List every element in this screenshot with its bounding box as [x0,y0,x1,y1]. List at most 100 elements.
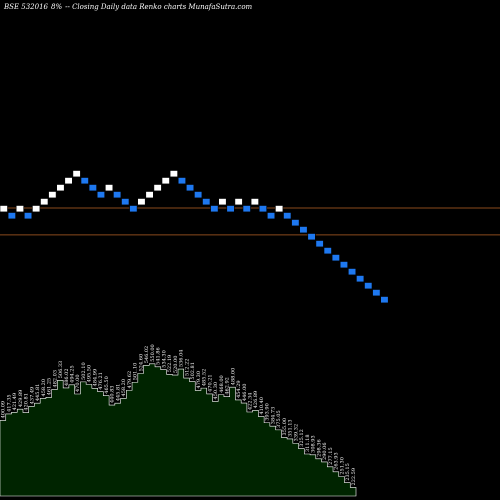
value-label-24: 524.60 [138,354,144,372]
volume-profile [0,363,357,497]
value-label-43: 422.34 [247,393,253,411]
value-label-37: 450.30 [213,382,219,400]
brick-34 [275,205,284,213]
value-label-35: 485.52 [202,369,208,387]
brick-29 [234,198,243,206]
caption-symbol: BSE 532016 [3,3,49,11]
value-label-60: 235.15 [345,463,351,481]
value-label-22: 479.62 [127,371,133,389]
brick-18 [145,191,154,199]
value-label-58: 263.93 [334,452,340,470]
brick-6 [48,191,57,199]
value-label-40: 488.00 [230,368,236,386]
brick-31 [250,198,259,206]
brick-22 [177,177,186,185]
value-label-32: 512.22 [184,359,190,377]
volume-area: 400.09 417.35 421.49 429.89 420.81 437.49 445.… [0,344,357,497]
value-label-50: 351.13 [288,419,294,437]
brick-44 [356,275,365,283]
value-label-13: 470.00 [75,375,81,393]
brick-42 [339,261,349,269]
brick-46 [372,289,381,297]
brick-43 [347,268,357,276]
value-label-31: 536.04 [179,350,185,368]
value-label-17: 476.21 [98,372,104,390]
value-label-56: 290.06 [322,442,328,460]
value-label-12: 494.25 [69,365,75,383]
value-label-57: 277.15 [328,447,334,465]
value-label-33: 502.81 [190,362,196,380]
brick-3 [23,212,33,220]
brick-7 [56,184,65,192]
brick-8 [64,177,73,185]
value-label-34: 479.30 [196,371,202,389]
value-label-21: 458.20 [121,379,127,397]
value-label-38: 468.00 [219,375,225,393]
value-label-0: 400.09 [1,401,7,419]
value-label-61: 222.59 [351,468,357,486]
value-label-42: 446.00 [242,384,248,402]
value-label-10: 506.33 [58,361,64,379]
brick-14 [113,191,122,199]
caption-rest: -- Closing Daily data Renko charts Munaf… [65,3,252,11]
brick-0 [0,205,8,213]
brick-41 [331,254,340,262]
brick-27 [218,198,227,206]
value-label-4: 420.81 [24,393,30,411]
value-label-49: 355.00 [282,418,288,436]
value-label-36: 470.21 [207,374,213,392]
brick-40 [323,247,332,255]
value-label-11: 486.02 [64,368,70,386]
value-label-14: 502.10 [81,362,87,380]
value-label-7: 458.20 [41,379,47,397]
value-label-39: 462.92 [225,377,231,395]
brick-26 [210,205,219,213]
brick-12 [96,191,105,199]
value-label-8: 461.25 [47,378,53,396]
value-label-47: 384.73 [270,407,276,425]
brick-19 [153,184,162,192]
brick-39 [315,240,324,248]
value-label-52: 325.12 [299,429,305,447]
brick-20 [161,177,170,185]
brick-25 [202,198,211,206]
value-label-26: 550.00 [150,344,156,362]
value-label-1: 417.35 [6,394,12,412]
value-label-53: 311.18 [305,434,311,452]
value-label-45: 410.40 [259,397,265,415]
value-label-5: 437.49 [29,387,35,405]
brick-11 [88,184,97,192]
value-label-51: 339.32 [293,424,299,442]
value-label-46: 393.90 [265,403,271,421]
value-label-3: 429.89 [18,390,24,408]
brick-37 [299,226,308,234]
value-label-15: 495.50 [87,365,93,383]
value-label-2: 421.49 [12,393,18,411]
brick-1 [7,212,16,220]
value-label-54: 308.93 [311,435,317,453]
brick-24 [194,191,203,199]
brick-2 [15,205,25,213]
value-label-27: 541.86 [156,347,162,365]
value-label-41: 454.29 [236,380,242,398]
brick-47 [380,296,389,304]
value-label-9: 482.03 [52,370,58,388]
value-label-30: 520.00 [173,356,179,374]
brick-30 [242,205,251,213]
brick-35 [283,212,292,220]
brick-17 [137,198,146,206]
value-label-20: 445.81 [115,384,121,402]
value-label-44: 426.89 [253,391,259,409]
brick-36 [291,219,300,227]
value-label-18: 465.50 [104,376,110,394]
brick-28 [226,205,235,213]
brick-15 [121,198,130,206]
brick-4 [32,205,41,213]
value-label-29: 522.19 [167,355,173,373]
brick-32 [258,205,268,213]
value-label-59: 251.30 [339,457,345,475]
value-label-55: 298.36 [316,439,322,457]
value-label-25: 546.02 [144,346,150,364]
renko-bricks [0,170,389,304]
